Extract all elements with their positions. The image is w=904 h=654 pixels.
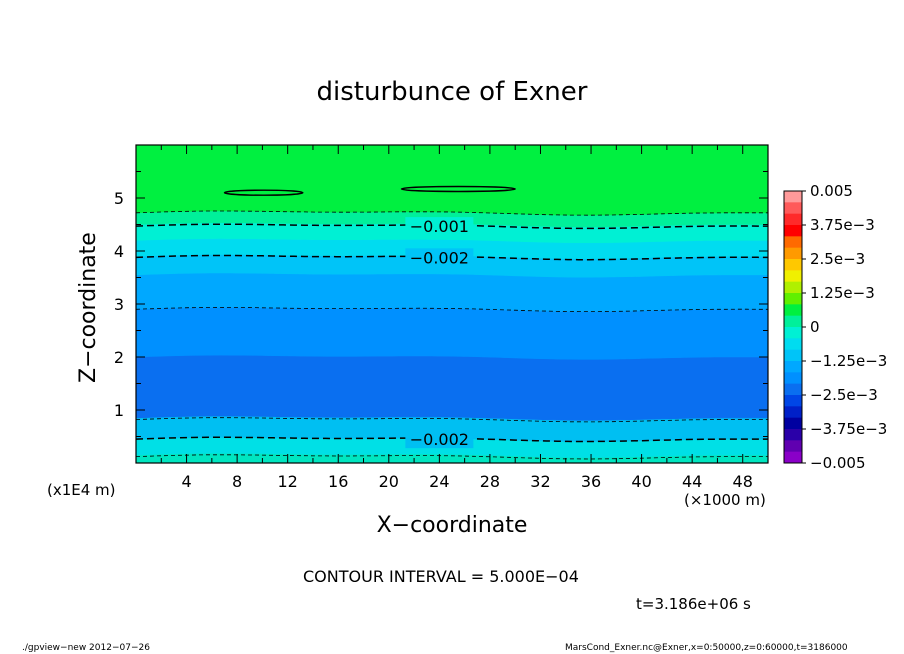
y-tick-label-5: 5 <box>114 189 124 208</box>
colorbar-segment-18 <box>784 395 802 407</box>
colorbar-label-6: −2.5e−3 <box>810 386 878 404</box>
contour-band-10 <box>135 144 769 216</box>
colorbar-segment-20 <box>784 417 802 430</box>
contour-band-4 <box>135 307 769 360</box>
footer-right-text: MarsCond_Exner.nc@Exner,x=0:50000,z=0:60… <box>565 643 848 653</box>
y-tick-label-2: 2 <box>114 348 124 367</box>
colorbar-label-8: −0.005 <box>810 454 866 472</box>
colorbar-label-4: 0 <box>810 318 820 336</box>
colorbar-segment-23 <box>784 451 802 464</box>
x-axis-label: X−coordinate <box>376 513 528 538</box>
colorbar-segment-21 <box>784 429 802 441</box>
z-unit-label: (x1E4 m) <box>47 481 116 499</box>
x-tick-label-24: 24 <box>429 472 449 491</box>
colorbar-segment-6 <box>784 259 802 271</box>
colorbar-segment-22 <box>784 440 802 453</box>
contour-line-2 <box>135 417 768 423</box>
colorbar-segment-9 <box>784 293 802 305</box>
colorbar-label-5: −1.25e−3 <box>810 352 887 370</box>
contour-label-bg-4 <box>405 248 474 267</box>
colorbar-segment-11 <box>784 315 802 328</box>
contour-interval-text: CONTOUR INTERVAL = 5.000E−04 <box>303 567 579 586</box>
chart-title: disturbunce of Exner <box>316 77 588 107</box>
contour-line-3 <box>135 306 768 312</box>
contour-line-6 <box>135 210 768 216</box>
colorbar-segment-2 <box>784 213 802 226</box>
contour-label-bg-1 <box>405 430 474 449</box>
y-tick-label-3: 3 <box>114 295 124 314</box>
colorbar-segment-10 <box>784 304 802 317</box>
x-unit-label: (×1000 m) <box>684 491 766 509</box>
colorbar-label-0: 0.005 <box>810 182 853 200</box>
x-tick-label-8: 8 <box>232 472 242 491</box>
contour-label-5: −0.001 <box>410 217 469 236</box>
contour-label-4: −0.002 <box>410 248 469 267</box>
colorbar-label-1: 3.75e−3 <box>810 216 875 234</box>
colorbar-segment-19 <box>784 406 802 419</box>
colorbar-segment-1 <box>784 202 802 215</box>
colorbar-segment-12 <box>784 327 802 339</box>
colorbar-segment-0 <box>784 191 802 203</box>
contour-line-0 <box>135 454 768 460</box>
x-tick-label-36: 36 <box>581 472 601 491</box>
contour-label-1: −0.002 <box>410 430 469 449</box>
contour-label-bg-5 <box>405 217 474 236</box>
contour-line-1 <box>135 436 768 443</box>
contour-band-3 <box>135 354 769 421</box>
y-tick-label-4: 4 <box>114 242 124 261</box>
x-tick-label-44: 44 <box>682 472 702 491</box>
colorbar-label-2: 2.5e−3 <box>810 250 865 268</box>
contour-line-4 <box>135 254 769 261</box>
colorbar-segment-5 <box>784 247 802 260</box>
contour-line-5 <box>135 223 768 230</box>
colorbar-segment-16 <box>784 372 802 385</box>
colorbar-label-3: 1.25e−3 <box>810 284 875 302</box>
x-tick-label-28: 28 <box>480 472 500 491</box>
colorbar-segment-7 <box>784 270 802 283</box>
colorbar-label-7: −3.75e−3 <box>810 420 887 438</box>
x-tick-label-48: 48 <box>733 472 753 491</box>
x-tick-label-32: 32 <box>530 472 550 491</box>
colorbar-segment-8 <box>784 281 802 294</box>
time-text: t=3.186e+06 s <box>636 595 751 613</box>
closed-contour-1 <box>400 185 516 193</box>
x-tick-label-40: 40 <box>631 472 651 491</box>
colorbar-segment-17 <box>784 383 802 396</box>
y-axis-label: Z−coordinate <box>76 232 101 383</box>
x-tick-label-16: 16 <box>328 472 348 491</box>
colorbar-segment-13 <box>784 338 802 351</box>
x-tick-label-20: 20 <box>379 472 399 491</box>
x-tick-label-12: 12 <box>278 472 298 491</box>
colorbar-segment-4 <box>784 236 802 249</box>
footer-left-text: ./gpview−new 2012−07−26 <box>22 643 150 653</box>
colorbar-segment-15 <box>784 361 802 373</box>
colorbar-segment-14 <box>784 349 802 362</box>
x-tick-label-4: 4 <box>181 472 191 491</box>
contour-band-5 <box>135 272 769 312</box>
colorbar-segment-3 <box>784 225 802 237</box>
y-tick-label-1: 1 <box>114 401 124 420</box>
closed-contour-0 <box>223 189 304 196</box>
